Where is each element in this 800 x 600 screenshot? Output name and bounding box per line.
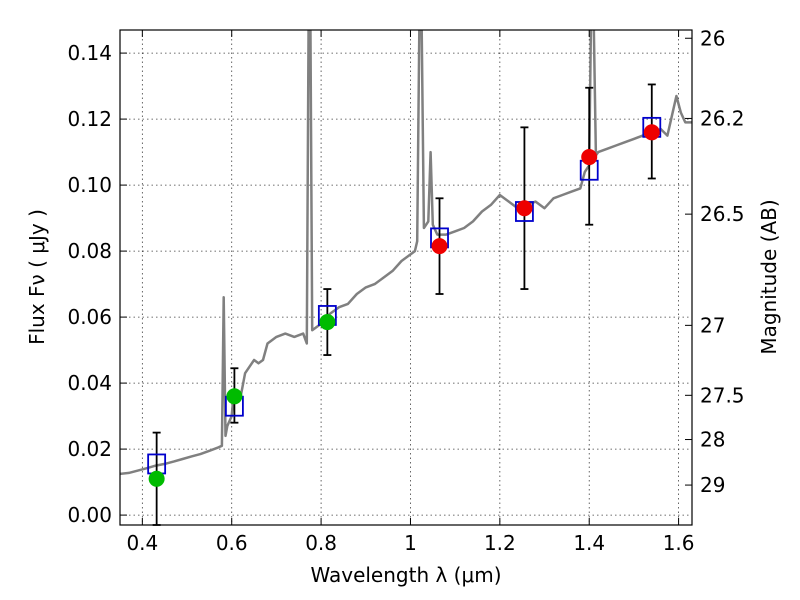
y-tick-label: 0.08 [67,239,112,263]
axis-ticks [120,30,692,525]
x-tick-label: 1 [404,531,417,555]
x-tick-label: 0.6 [216,531,248,555]
y2-tick-label: 28 [700,428,725,452]
observed-flux-point [516,200,533,217]
model-spectrum [120,30,692,476]
y-tick-label: 0.10 [67,173,112,197]
observed-flux-point [581,149,598,166]
y-tick-label: 0.00 [67,503,112,527]
y2-tick-label: 26.5 [700,202,745,226]
y-tick-label: 0.06 [67,305,112,329]
y2-tick-label: 26.2 [700,106,745,130]
spectrum-line [120,30,692,476]
observed-flux-point [226,388,243,405]
observed-flux-points [148,124,660,487]
plot-frame [119,29,693,526]
y-axis-title: Flux Fν ( μJy ) [25,209,49,345]
y-tick-label: 0.12 [67,107,112,131]
y2-tick-label: 26 [700,26,725,50]
observed-flux-point [148,470,165,487]
y2-tick-label: 29 [700,473,725,497]
x-tick-label: 1.2 [484,531,516,555]
observed-flux-point [643,124,660,141]
y2-axis-title: Magnitude (AB) [757,199,781,354]
y-tick-label: 0.02 [67,437,112,461]
grid-lines [120,30,692,525]
x-tick-label: 0.4 [126,531,158,555]
tick-labels: 0.4 0.6 0.8 1 1.2 1.4 1.6 0.00 0.02 0.04 0.06 0.08 0… [67,26,744,555]
x-axis-title: Wavelength λ (μm) [310,563,501,587]
y2-tick-label: 27 [700,313,725,337]
y-tick-label: 0.04 [67,371,112,395]
y2-tick-label: 27.5 [700,383,745,407]
observed-flux-point [319,314,336,331]
x-tick-label: 0.8 [305,531,337,555]
x-tick-label: 1.4 [573,531,605,555]
y-tick-label: 0.14 [67,41,112,65]
x-tick-label: 1.6 [663,531,695,555]
observed-flux-point [431,238,448,255]
